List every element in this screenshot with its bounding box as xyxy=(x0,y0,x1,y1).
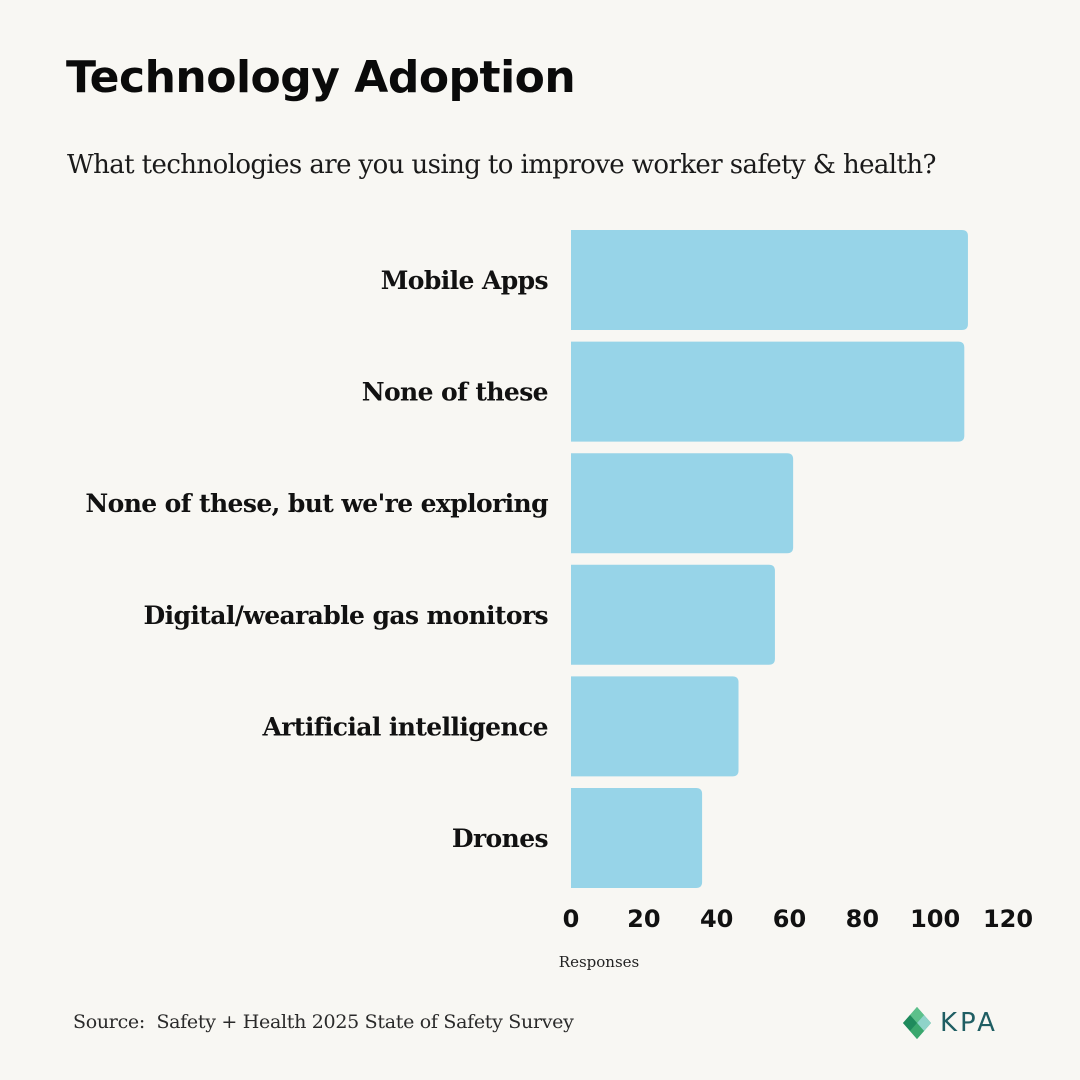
x-axis-label: Responses xyxy=(559,953,639,971)
x-tick-label: 120 xyxy=(983,905,1033,933)
category-label: Artificial intelligence xyxy=(262,712,549,741)
category-label: None of these xyxy=(362,378,548,407)
x-tick-label: 0 xyxy=(563,905,580,933)
bar-1 xyxy=(571,341,965,442)
category-labels: Mobile Apps None of these None of these, b… xyxy=(85,266,549,853)
chart-title: Technology Adoption xyxy=(66,52,576,103)
source-note: Source: Safety + Health 2025 State of Sa… xyxy=(73,1011,574,1033)
x-axis-ticks: 0 20 40 60 80 100 120 xyxy=(563,905,1033,933)
bar-3 xyxy=(571,564,775,665)
x-tick-label: 40 xyxy=(700,905,733,933)
category-label: Drones xyxy=(452,824,549,853)
x-tick-label: 80 xyxy=(846,905,879,933)
x-tick-label: 60 xyxy=(773,905,806,933)
x-tick-label: 100 xyxy=(910,905,960,933)
x-tick-label: 20 xyxy=(627,905,660,933)
kpa-logo: KPA xyxy=(902,1006,998,1040)
bar-chart: Mobile Apps None of these None of these, b… xyxy=(85,230,1033,971)
kpa-diamond-logo-icon xyxy=(903,1007,931,1039)
category-label: Digital/wearable gas monitors xyxy=(144,601,549,630)
category-label: Mobile Apps xyxy=(381,266,549,295)
bar-2 xyxy=(571,453,794,554)
bar-4 xyxy=(571,676,739,777)
bar-5 xyxy=(571,788,703,888)
category-label: None of these, but we're exploring xyxy=(85,489,548,518)
logo-text: KPA xyxy=(940,1008,998,1038)
bars-group xyxy=(571,230,968,888)
bar-0 xyxy=(571,230,968,330)
chart-subtitle: What technologies are you using to impro… xyxy=(67,150,936,180)
